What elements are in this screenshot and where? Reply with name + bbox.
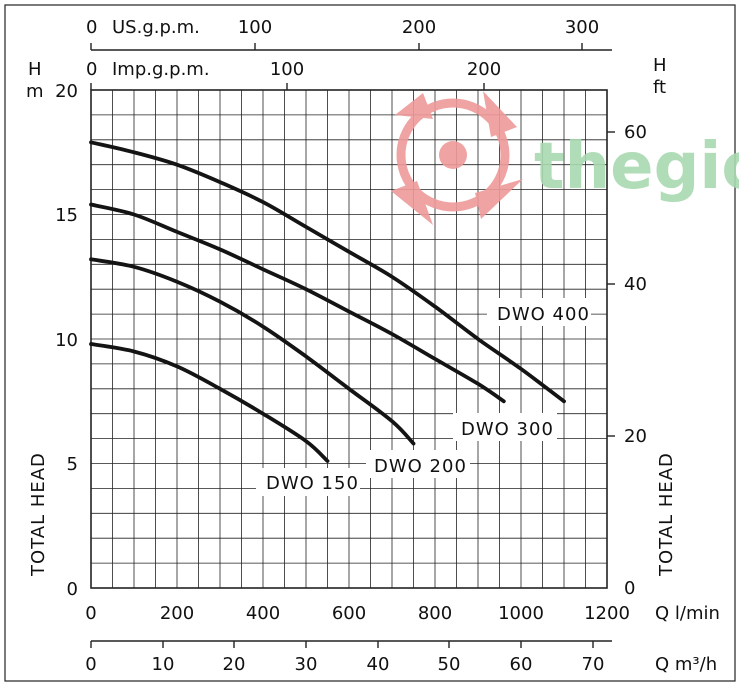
x-tick-0: 0	[85, 603, 96, 624]
watermark-blade-3	[475, 179, 523, 219]
m3h-tick-30: 30	[295, 654, 318, 675]
watermark: thegioi	[391, 91, 739, 225]
us-gpm-tick-label-100: 100	[238, 17, 272, 38]
us-gpm-unit-label: US.g.p.m.	[112, 17, 200, 38]
imp-gpm-tick-label-200: 200	[467, 59, 501, 80]
top-axis-us-gpm: 0 US.g.p.m. 100 200 300	[86, 17, 612, 51]
series-curves	[89, 140, 566, 463]
m3h-tick-0: 0	[85, 654, 96, 675]
left-y-ticks: 20 15 10 5 0	[55, 81, 78, 600]
right-axis-unit-h: H	[653, 55, 667, 76]
x-tick-800: 800	[418, 603, 452, 624]
x-tick-200: 200	[160, 603, 194, 624]
series-label-dwo-300: DWO 300	[461, 419, 554, 440]
watermark-ring	[396, 98, 510, 212]
m3h-tick-20: 20	[223, 654, 246, 675]
y-right-tick-60: 60	[624, 122, 647, 143]
curve-dwo-200	[89, 257, 416, 446]
us-gpm-zero-label: 0	[86, 17, 97, 38]
watermark-blade-1	[395, 93, 433, 119]
x-axis-label-lmin: Q l/min	[655, 603, 720, 624]
watermark-text: thegioi	[534, 130, 739, 204]
x-tick-1200: 1200	[584, 603, 630, 624]
series-label-dwo-400: DWO 400	[497, 304, 590, 325]
watermark-blade-4	[391, 181, 433, 225]
series-labels: DWO 400 DWO 300 DWO 200 DWO 150	[256, 298, 591, 496]
page-frame	[4, 4, 736, 682]
x-axis-label-m3h: Q m³/h	[655, 654, 717, 675]
plot-area	[90, 89, 608, 589]
m3h-tick-10: 10	[152, 654, 175, 675]
y-left-tick-0: 0	[67, 579, 78, 600]
m3h-tick-50: 50	[438, 654, 461, 675]
watermark-dot	[439, 141, 467, 169]
y-left-tick-5: 5	[67, 454, 78, 475]
m3h-tick-40: 40	[367, 654, 390, 675]
imp-gpm-zero-label: 0	[86, 59, 97, 80]
us-gpm-tick-label-300: 300	[565, 17, 599, 38]
plot-grid	[91, 90, 607, 588]
y-left-tick-10: 10	[55, 330, 78, 351]
curve-dwo-150	[89, 342, 330, 463]
bottom-axis-m3h: 0 10 20 30 40 50 60 70 Q m³/h	[85, 640, 717, 675]
series-label-dwo-150: DWO 150	[266, 473, 359, 494]
curve-dwo-400	[89, 140, 566, 404]
imp-gpm-unit-label: Imp.g.p.m.	[112, 59, 210, 80]
right-axis-unit-ft: ft	[653, 77, 666, 98]
series-label-bg-dwo-300	[453, 413, 557, 441]
x-ticks-lmin: 0 200 400 600 800 1000 1200 Q l/min	[85, 603, 720, 624]
watermark-blade-2	[483, 91, 517, 137]
series-label-bg-dwo-150	[256, 468, 360, 496]
left-axis-title: TOTAL HEAD	[28, 452, 49, 577]
series-label-bg-dwo-400	[487, 298, 591, 326]
right-y-ticks: 60 40 20 0	[607, 122, 647, 599]
y-right-tick-0: 0	[624, 578, 635, 599]
m3h-tick-60: 60	[510, 654, 533, 675]
x-tick-1000: 1000	[498, 603, 544, 624]
y-left-tick-20: 20	[55, 81, 78, 102]
curve-dwo-300	[89, 202, 506, 404]
left-axis-unit-h: H	[28, 59, 42, 80]
series-label-bg-dwo-200	[366, 450, 470, 478]
y-right-tick-20: 20	[624, 426, 647, 447]
y-right-tick-40: 40	[624, 274, 647, 295]
x-tick-400: 400	[246, 603, 280, 624]
top-axis-imp-gpm: 0 Imp.g.p.m. 100 200	[86, 59, 501, 90]
right-axis-title: TOTAL HEAD	[656, 452, 677, 577]
x-tick-600: 600	[332, 603, 366, 624]
imp-gpm-tick-label-100: 100	[270, 59, 304, 80]
m3h-tick-70: 70	[582, 654, 605, 675]
left-axis-unit-m: m	[26, 81, 44, 102]
us-gpm-tick-label-200: 200	[402, 17, 436, 38]
series-label-dwo-200: DWO 200	[374, 456, 467, 477]
watermark-logo	[391, 91, 523, 225]
y-left-tick-15: 15	[55, 205, 78, 226]
